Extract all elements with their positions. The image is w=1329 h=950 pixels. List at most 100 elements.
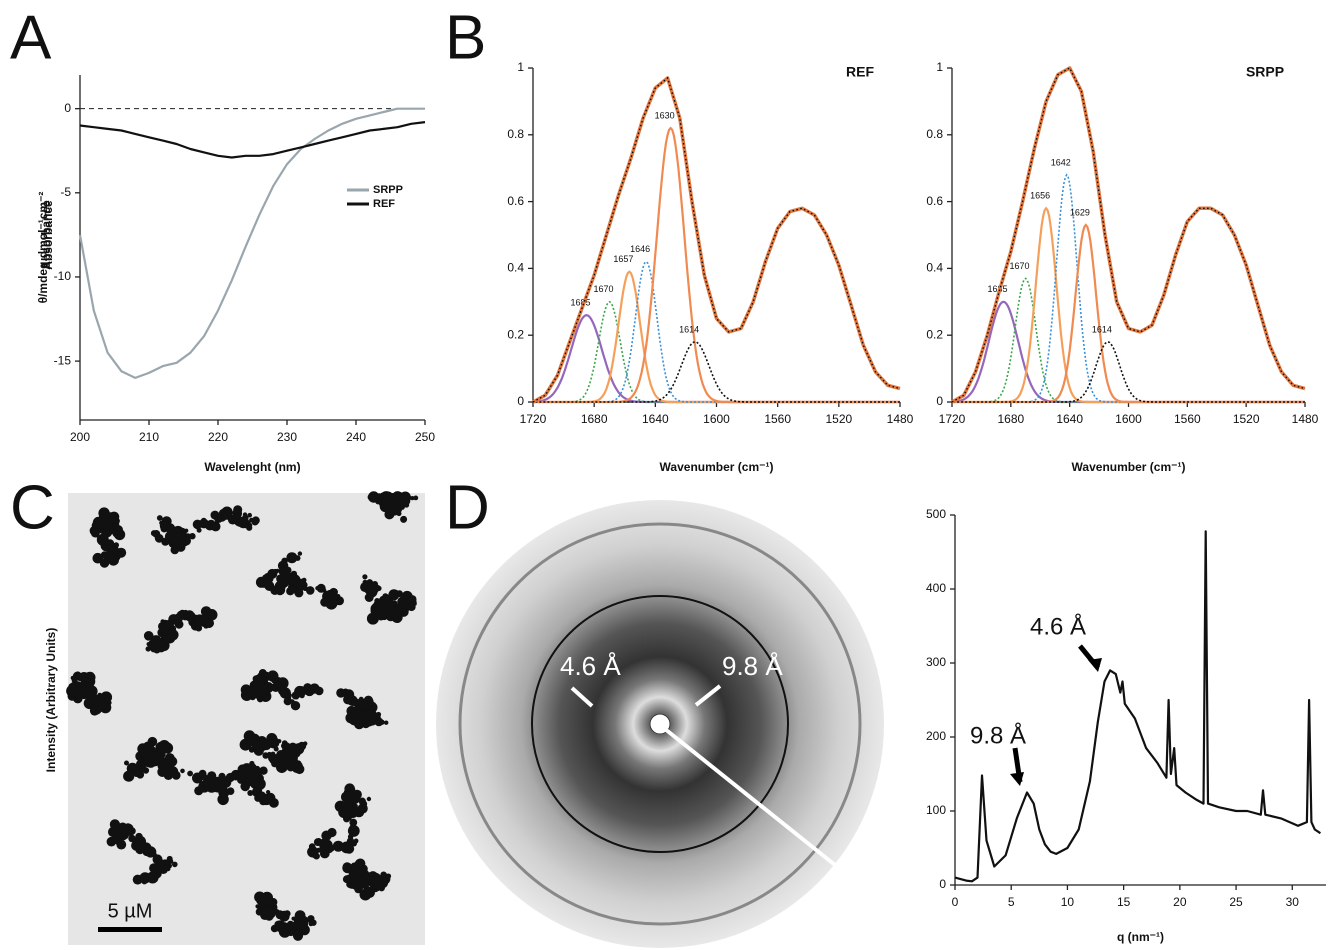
particle (91, 528, 97, 534)
diffraction-ring (531, 595, 789, 853)
particle (187, 770, 194, 777)
y-tick-label: 1 (936, 60, 943, 74)
y-tick-label: -10 (54, 269, 72, 283)
particle (236, 771, 247, 782)
particle (143, 844, 152, 853)
particle (181, 536, 191, 546)
x-tick-label: 220 (208, 430, 228, 444)
component-peak (952, 223, 1305, 404)
particle (143, 631, 154, 641)
particle (90, 703, 103, 715)
particle (368, 707, 375, 714)
particle (172, 861, 178, 868)
particle (100, 538, 109, 547)
particle (321, 830, 332, 841)
scale-bar-label: 5 µM (108, 900, 153, 922)
particle (400, 515, 408, 523)
x-tick-label: 1680 (581, 412, 608, 426)
x-axis-label: Wavenumber (cm⁻¹) (660, 460, 774, 474)
x-tick-label: 1520 (1233, 412, 1260, 426)
particle (346, 837, 355, 845)
particle (349, 818, 358, 827)
diffraction-annotation: 9.8 Å (722, 651, 783, 681)
particle (286, 552, 298, 564)
x-tick-label: 30 (1286, 895, 1300, 909)
particle (379, 886, 384, 891)
particle (124, 760, 129, 766)
x-tick-label: 1520 (825, 412, 852, 426)
particle (242, 519, 252, 529)
y-tick-label: 0 (517, 394, 524, 408)
particle (144, 754, 154, 764)
x-tick-label: 1720 (520, 412, 547, 426)
particle (292, 758, 298, 764)
particle (413, 495, 419, 501)
legend-label: SRPP (373, 184, 403, 196)
particle (133, 771, 140, 777)
particle (363, 885, 371, 893)
particle (348, 713, 361, 726)
y-axis-label: Absorbance (39, 200, 53, 270)
particle (396, 590, 403, 598)
particle (239, 738, 252, 751)
particle (353, 811, 359, 816)
y-tick-label: 0.2 (926, 327, 943, 341)
particle (158, 622, 167, 631)
peak-label: 1670 (593, 284, 613, 294)
y-tick-label: -5 (60, 185, 71, 199)
particle (283, 571, 292, 579)
particle (353, 803, 358, 809)
peak-label: 1646 (630, 244, 650, 254)
x-tick-label: 1480 (1292, 412, 1319, 426)
y-tick-label: 0.8 (507, 127, 524, 141)
panel-label: C (10, 473, 55, 542)
particle (358, 866, 366, 874)
y-tick-label: 0.8 (926, 127, 943, 141)
particle (353, 838, 359, 844)
particle (205, 618, 214, 628)
particle (94, 533, 99, 538)
annotation: 4.6 Å (1030, 612, 1086, 640)
y-tick-label: 400 (926, 581, 946, 595)
particle (195, 624, 203, 632)
particle (234, 516, 245, 527)
x-tick-label: 20 (1173, 895, 1187, 909)
particle (325, 591, 333, 599)
x-tick-label: 1600 (1115, 412, 1142, 426)
arrow (694, 684, 722, 707)
particle (336, 689, 343, 696)
particle (137, 765, 142, 770)
particle (97, 523, 102, 528)
particle (268, 739, 275, 747)
peak-label: 1685 (571, 298, 591, 308)
particle (371, 880, 379, 888)
particle (167, 629, 179, 641)
y-tick-label: 0.4 (507, 261, 524, 275)
y-tick-label: 0.6 (926, 194, 943, 208)
particle (147, 736, 158, 747)
x-tick-label: 0 (952, 895, 959, 909)
particle (320, 846, 331, 857)
particle (277, 739, 282, 744)
particle (264, 912, 274, 921)
data-line (954, 530, 1322, 883)
particle (380, 871, 387, 878)
particle (99, 558, 110, 568)
particle (384, 602, 392, 610)
x-tick-label: 200 (70, 430, 90, 444)
legend-label: REF (373, 198, 395, 210)
particle (180, 768, 185, 774)
particle (314, 686, 324, 696)
scale-bar (98, 927, 162, 932)
peak-label: 1657 (613, 254, 633, 264)
diffraction-annotation: 4.6 Å (560, 651, 621, 681)
x-tick-label: 1640 (1056, 412, 1083, 426)
x-tick-label: 15 (1117, 895, 1131, 909)
particle (283, 910, 291, 917)
diffraction-ring (458, 522, 862, 926)
particle (91, 520, 102, 531)
component-peak (952, 206, 1305, 404)
chart-title: REF (846, 64, 874, 80)
micrograph: 5 µM (66, 491, 425, 945)
x-tick-label: 25 (1229, 895, 1243, 909)
